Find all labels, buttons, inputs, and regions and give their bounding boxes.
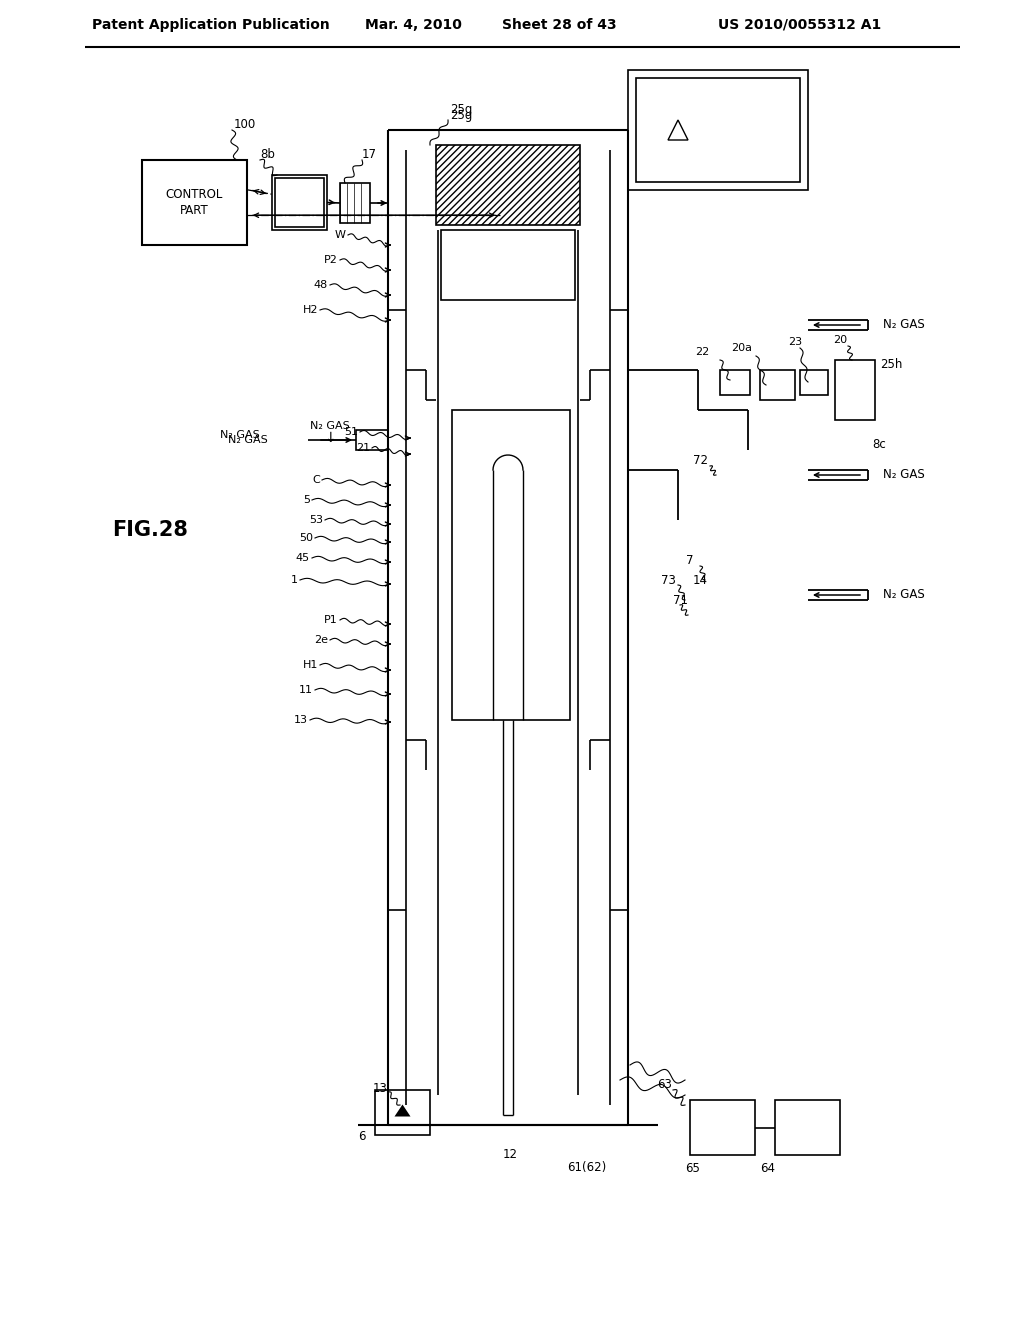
Text: FIG.28: FIG.28	[112, 520, 187, 540]
Text: N₂ GAS: N₂ GAS	[883, 469, 925, 482]
Text: 73: 73	[660, 573, 676, 586]
Text: 20a: 20a	[731, 343, 753, 352]
Text: Patent Application Publication: Patent Application Publication	[92, 18, 330, 32]
Text: 25h: 25h	[880, 359, 902, 371]
Text: H1: H1	[303, 660, 318, 671]
Text: 45: 45	[296, 553, 310, 564]
Text: Mar. 4, 2010: Mar. 4, 2010	[365, 18, 462, 32]
Text: 1: 1	[291, 576, 298, 585]
Bar	[760, 370, 795, 400]
Text: PART: PART	[180, 205, 209, 216]
Text: W: W	[335, 230, 346, 240]
Text: 21: 21	[356, 444, 370, 453]
Text: CONTROL: CONTROL	[166, 187, 223, 201]
Text: 25g: 25g	[450, 108, 472, 121]
Text: 13: 13	[373, 1081, 388, 1094]
Text: 20: 20	[833, 335, 847, 345]
Text: 11: 11	[299, 685, 313, 696]
Text: 25g: 25g	[450, 103, 472, 116]
Bar	[800, 370, 828, 395]
Text: N₂ GAS: N₂ GAS	[220, 430, 260, 440]
Text: 51: 51	[344, 426, 358, 437]
Polygon shape	[668, 120, 688, 140]
Text: 72: 72	[692, 454, 708, 466]
Bar	[275, 178, 324, 227]
Text: 13: 13	[294, 715, 308, 725]
Text: ↓: ↓	[325, 432, 336, 445]
Bar	[775, 1100, 840, 1155]
Text: 50: 50	[299, 533, 313, 543]
Text: 61(62): 61(62)	[567, 1162, 606, 1175]
Bar	[720, 370, 750, 395]
Text: 23: 23	[787, 337, 802, 347]
Text: C: C	[312, 475, 319, 484]
Text: 7: 7	[686, 553, 693, 566]
Text: 100: 100	[234, 119, 256, 132]
Text: P1: P1	[325, 615, 338, 624]
Text: H2: H2	[302, 305, 318, 315]
Text: 14: 14	[692, 573, 708, 586]
Bar	[628, 70, 808, 190]
Bar	[636, 78, 800, 182]
Text: N₂ GAS: N₂ GAS	[228, 436, 268, 445]
Bar	[441, 230, 575, 300]
Bar	[142, 160, 247, 246]
Text: 22: 22	[695, 347, 710, 356]
Bar	[835, 360, 874, 420]
Bar	[452, 411, 570, 719]
Text: 8c: 8c	[872, 438, 886, 451]
Text: 53: 53	[309, 515, 323, 525]
Text: 2e: 2e	[314, 635, 328, 645]
Text: 12: 12	[503, 1148, 517, 1162]
Text: N₂ GAS: N₂ GAS	[883, 589, 925, 602]
Text: Sheet 28 of 43: Sheet 28 of 43	[502, 18, 616, 32]
Bar	[272, 176, 327, 230]
Text: 17: 17	[362, 149, 377, 161]
Text: 8b: 8b	[260, 149, 274, 161]
Text: US 2010/0055312 A1: US 2010/0055312 A1	[718, 18, 882, 32]
Text: 5: 5	[303, 495, 310, 506]
Text: N₂ GAS: N₂ GAS	[310, 421, 350, 432]
Bar	[436, 145, 580, 224]
Text: 63: 63	[657, 1078, 672, 1092]
Polygon shape	[394, 1105, 411, 1117]
Text: P2: P2	[325, 255, 338, 265]
Bar	[690, 1100, 755, 1155]
Text: 48: 48	[313, 280, 328, 290]
Bar	[375, 1090, 430, 1135]
Text: 71: 71	[673, 594, 687, 606]
Text: 65: 65	[685, 1162, 700, 1175]
Bar	[340, 183, 370, 223]
Text: 6: 6	[358, 1130, 366, 1143]
Text: N₂ GAS: N₂ GAS	[883, 318, 925, 331]
Text: 64: 64	[761, 1162, 775, 1175]
Bar	[356, 430, 388, 450]
